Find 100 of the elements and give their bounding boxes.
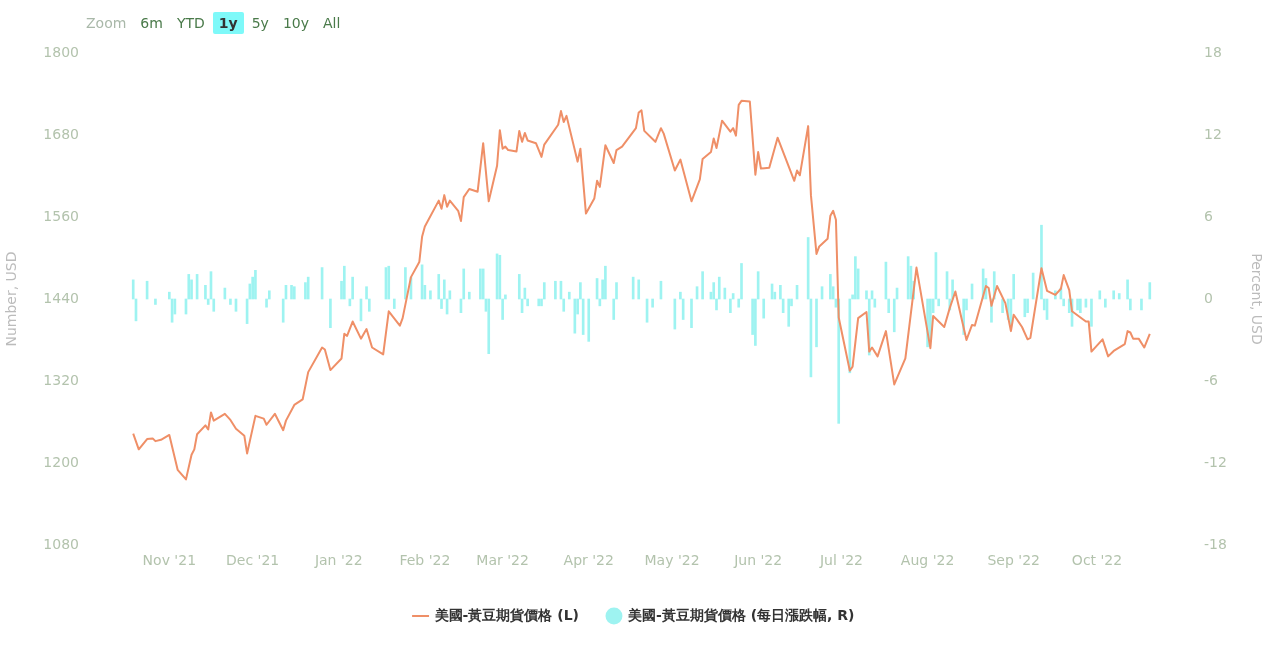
bar [1129,298,1132,311]
legend-label: 美國-黃豆期貨價格 (L) [433,606,579,623]
bar [404,267,407,300]
bar [637,279,641,300]
y-axis-title: Number, USD [3,251,20,347]
x-tick-label: May '22 [644,552,700,569]
bar [865,290,868,300]
bar [167,291,171,300]
text: 5y [250,14,270,33]
bar [292,286,296,300]
x-tick-label: Apr '22 [563,552,614,569]
bar [501,298,504,320]
x-tick-label: Mar '22 [476,552,529,569]
y2-tick-label: 6 [1204,207,1213,224]
bar [1140,298,1143,311]
bar [587,298,591,342]
bar [717,276,721,300]
y-tick-label: 1080 [43,535,79,552]
x-tick-label: Nov '21 [142,552,197,569]
bar [1079,298,1082,313]
y2-axis-title: Percent, USD [1248,253,1265,345]
y-tick-label: 1320 [43,371,79,388]
bar [937,298,941,307]
bar [779,285,782,300]
bar [567,291,571,300]
bar [306,276,310,300]
bar [481,268,485,300]
x-tick-label: Jun '22 [733,552,783,569]
bar [612,298,616,320]
bar [712,282,716,300]
x-tick-label: Aug '22 [900,552,955,569]
bar [254,269,257,300]
bar [679,291,682,300]
bar [1001,298,1004,313]
bar [290,285,293,300]
bar [873,298,877,308]
y-tick-label: 1200 [43,453,79,470]
bar [517,274,521,300]
bar [1026,298,1029,313]
bar [131,279,135,300]
bar [1112,290,1116,300]
text: 1y [212,12,244,34]
x-tick-label: Dec '21 [226,552,280,569]
bar [554,280,557,300]
text: Zoom [85,14,128,33]
bar [604,265,607,300]
text: YTD [175,14,206,33]
bar [267,290,271,300]
y2-tick-label: 12 [1204,125,1222,142]
bar [1148,282,1152,300]
bar [392,298,396,309]
x-tick-label: Oct '22 [1071,552,1123,569]
bar [848,298,852,374]
bar [229,298,232,305]
text: 10y [281,14,310,33]
bar [737,298,741,308]
bar [365,286,368,300]
bar [206,298,210,305]
bar [892,298,896,333]
y2-tick-label: 0 [1204,289,1213,306]
bar [581,298,585,335]
bar [537,298,541,307]
bar [1090,298,1093,327]
bar [342,265,346,300]
bar [740,263,743,300]
bar [462,268,466,300]
bar [212,298,216,312]
bar [1126,279,1129,300]
bar [1012,274,1016,300]
bar [723,287,727,300]
y-tick-label: 1560 [43,207,79,224]
bar [281,298,285,323]
bar [440,298,443,309]
bar [1023,298,1027,318]
x-tick-label: Sep '22 [987,552,1040,569]
x-tick-label: Jan '22 [313,552,363,569]
bar [504,294,507,300]
legend-label: 美國-黃豆期貨價格 (每日漲跌幅, R) [626,606,855,623]
bar [729,298,732,313]
bar [787,298,791,327]
bar [615,282,618,300]
bar [467,291,471,300]
bar [265,298,268,308]
bar [437,274,441,300]
bar [754,298,757,346]
bar [351,276,354,300]
bar [715,298,718,311]
bar [154,298,157,305]
y2-tick-label: -12 [1204,453,1227,470]
y-tick-label: 1680 [43,125,79,142]
bar [487,298,491,354]
bar [540,298,543,307]
bar [762,298,766,319]
bar [854,256,857,300]
bar [579,282,582,300]
y-tick-label: 1800 [43,43,79,60]
bar [442,279,446,300]
y2-tick-label: -18 [1204,535,1227,552]
bar [367,298,371,312]
bar [204,285,207,300]
